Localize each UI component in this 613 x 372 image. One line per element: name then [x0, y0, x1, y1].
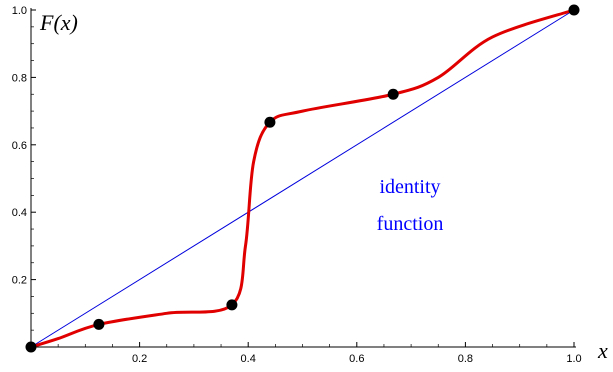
data-point [226, 299, 238, 311]
x-axis-title: x [597, 338, 608, 363]
y-tick-label: 0.4 [12, 207, 27, 219]
data-point [93, 318, 105, 330]
data-point [264, 116, 276, 128]
y-axis-title: F(x) [39, 10, 78, 35]
data-point [387, 88, 399, 100]
annotation-line-2: function [377, 213, 444, 235]
x-tick-label: 1.0 [566, 353, 581, 365]
x-tick-label: 0.8 [458, 353, 473, 365]
annotation-line-1: identity [379, 176, 440, 198]
x-tick-label: 0.2 [132, 353, 147, 365]
data-point [568, 4, 580, 16]
x-tick-label: 0.4 [241, 353, 256, 365]
points-group [25, 4, 580, 353]
data-point [25, 341, 37, 353]
y-tick-label: 0.2 [12, 275, 27, 287]
y-tick-label: 0.6 [12, 140, 27, 152]
y-tick-label: 1.0 [12, 5, 27, 17]
identity-line [30, 9, 575, 348]
series-group [30, 8, 575, 349]
axes [30, 8, 576, 348]
x-tick-label: 0.6 [349, 353, 364, 365]
ticks: 0.2 0.4 0.6 0.8 1.0 0.2 0.4 0.6 0.8 1.0 [12, 5, 582, 365]
y-tick-label: 0.8 [12, 72, 27, 84]
